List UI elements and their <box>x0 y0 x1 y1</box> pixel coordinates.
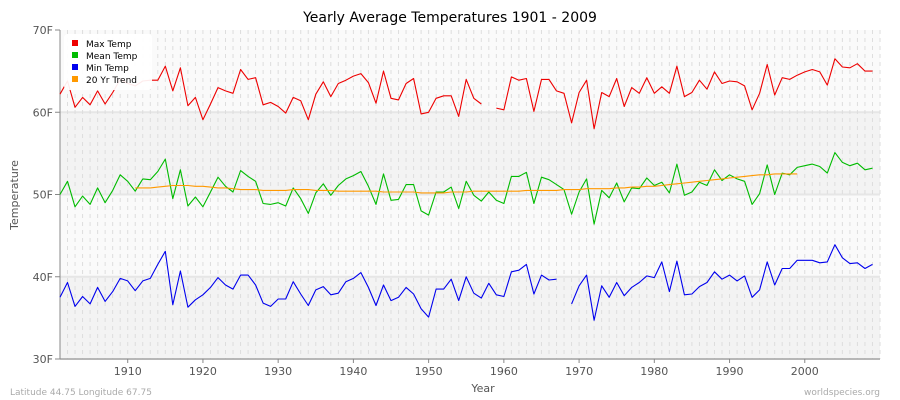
series-line-min-temp <box>59 244 873 321</box>
source-label: worldspecies.org <box>804 388 880 398</box>
plot-band <box>60 30 880 113</box>
plot-band <box>60 194 880 277</box>
legend-swatch <box>72 64 78 70</box>
plot-band <box>60 276 880 359</box>
x-tick-label: 2000 <box>791 365 819 378</box>
series-line-mean-temp <box>59 152 873 225</box>
x-tick-label: 1940 <box>339 365 367 378</box>
y-tick-label: 40F <box>33 271 53 284</box>
legend-label: Mean Temp <box>86 52 138 62</box>
y-axis-label: Temperature <box>8 160 21 231</box>
x-tick-label: 1960 <box>490 365 518 378</box>
x-tick-label: 1910 <box>114 365 142 378</box>
legend-swatch <box>72 40 78 46</box>
y-tick-label: 30F <box>33 353 53 366</box>
x-tick-label: 1930 <box>264 365 292 378</box>
x-axis-label: Year <box>470 382 495 395</box>
y-tick-label: 50F <box>33 189 53 202</box>
x-tick-label: 1990 <box>716 365 744 378</box>
legend-label: Min Temp <box>86 64 129 74</box>
x-tick-label: 1920 <box>189 365 217 378</box>
y-tick-label: 70F <box>33 24 53 37</box>
x-tick-label: 1970 <box>565 365 593 378</box>
x-tick-label: 1980 <box>640 365 668 378</box>
legend-swatch <box>72 52 78 58</box>
legend-label: 20 Yr Trend <box>86 76 137 86</box>
location-label: Latitude 44.75 Longitude 67.75 <box>10 388 152 398</box>
series-line-20-yr-trend <box>135 173 798 194</box>
legend-label: Max Temp <box>86 40 132 50</box>
x-tick-label: 1950 <box>415 365 443 378</box>
chart-title: Yearly Average Temperatures 1901 - 2009 <box>302 10 597 26</box>
legend: Max Temp Mean Temp Min Temp 20 Yr Trend <box>64 34 152 90</box>
legend-swatch <box>72 76 78 82</box>
y-tick-label: 60F <box>33 106 53 119</box>
